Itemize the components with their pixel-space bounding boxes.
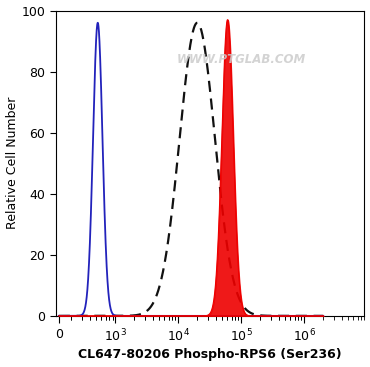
Y-axis label: Relative Cell Number: Relative Cell Number (6, 97, 18, 229)
X-axis label: CL647-80206 Phospho-RPS6 (Ser236): CL647-80206 Phospho-RPS6 (Ser236) (78, 348, 342, 361)
Text: WWW.PTGLAB.COM: WWW.PTGLAB.COM (176, 53, 306, 66)
